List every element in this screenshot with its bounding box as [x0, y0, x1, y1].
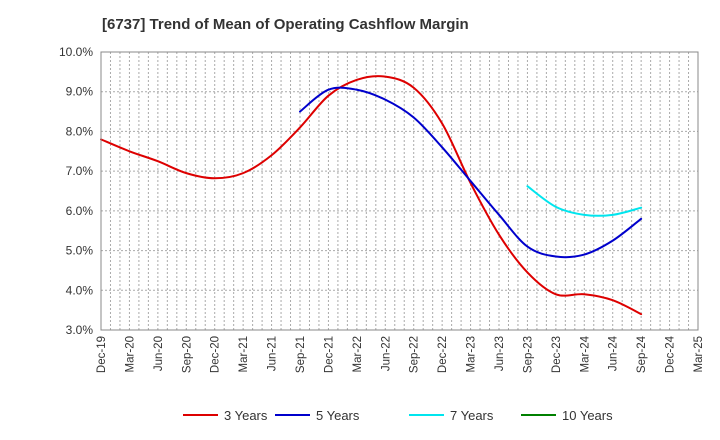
x-tick-label: Jun-20	[153, 336, 165, 371]
x-tick-label: Mar-21	[238, 336, 250, 372]
x-tick-label: Sep-21	[295, 336, 307, 373]
legend-label: 5 Years	[316, 408, 360, 423]
y-tick-label: 9.0%	[66, 85, 94, 99]
x-tick-label: Jun-22	[380, 336, 392, 371]
x-tick-label: Sep-20	[181, 336, 193, 373]
series-line-3-years	[100, 75, 643, 316]
x-axis-ticks: Dec-19 Mar-20 Jun-20 Sep-20 Dec-20 Mar-21 Jun-…	[96, 335, 705, 373]
x-tick-label: Mar-22	[352, 336, 364, 372]
y-tick-label: 8.0%	[66, 124, 94, 138]
x-tick-label: Dec-19	[96, 336, 108, 373]
plot-background	[101, 52, 698, 330]
x-tick-label: Jun-24	[608, 335, 620, 371]
series-line-5-years	[299, 86, 643, 259]
legend-label: 7 Years	[450, 408, 494, 423]
legend: 3 Years 5 Years 7 Years 10 Years	[183, 408, 613, 423]
y-tick-label: 10.0%	[59, 45, 93, 59]
x-tick-label: Jun-23	[494, 336, 506, 371]
chart-title: [6737] Trend of Mean of Operating Cashfl…	[102, 16, 469, 33]
x-tick-label: Dec-23	[551, 336, 563, 373]
x-tick-label: Mar-24	[579, 335, 591, 372]
x-tick-label: Dec-21	[323, 336, 335, 373]
legend-label: 3 Years	[224, 408, 268, 423]
y-tick-label: 5.0%	[66, 244, 94, 258]
y-tick-label: 7.0%	[66, 164, 94, 178]
x-tick-label: Sep-24	[636, 335, 648, 373]
x-tick-label: Dec-20	[210, 336, 222, 373]
x-tick-label: Mar-23	[466, 336, 478, 372]
x-tick-label: Sep-23	[522, 336, 534, 373]
series-line-7-years	[526, 185, 643, 217]
x-tick-label: Mar-25	[693, 336, 705, 372]
legend-label: 10 Years	[562, 408, 613, 423]
x-tick-label: Dec-24	[665, 335, 677, 373]
x-tick-label: Jun-21	[267, 336, 279, 371]
plot-border	[100, 51, 699, 331]
y-tick-label: 6.0%	[66, 204, 94, 218]
y-axis-ticks: 3.0% 4.0% 5.0% 6.0% 7.0% 8.0% 9.0% 10.0%	[59, 45, 93, 337]
x-tick-label: Sep-22	[409, 336, 421, 373]
y-tick-label: 3.0%	[66, 323, 94, 337]
y-tick-label: 4.0%	[66, 283, 94, 297]
x-tick-label: Dec-22	[437, 336, 449, 373]
x-tick-label: Mar-20	[124, 336, 136, 372]
series-lines	[100, 75, 643, 316]
